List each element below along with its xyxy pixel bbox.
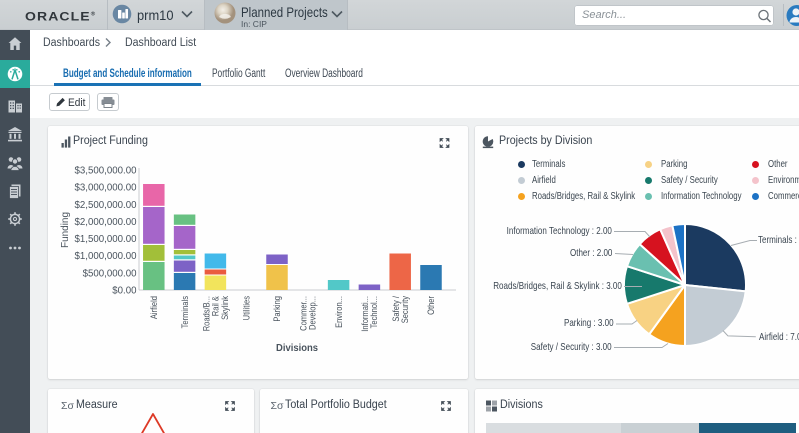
svg-text:Environ...: Environ... bbox=[334, 296, 344, 328]
svg-text:$500,000.00: $500,000.00 bbox=[83, 268, 137, 279]
svg-text:$1,000,000.00: $1,000,000.00 bbox=[75, 251, 137, 262]
svg-text:$0.00: $0.00 bbox=[112, 286, 137, 297]
svg-text:Commer...: Commer... bbox=[298, 296, 308, 331]
svg-text:Airfield: Airfield bbox=[149, 296, 159, 319]
svg-text:Technol...: Technol... bbox=[369, 296, 379, 328]
svg-text:Rail &: Rail & bbox=[211, 296, 221, 316]
svg-text:Terminals: Terminals bbox=[180, 296, 190, 329]
svg-text:Divisions: Divisions bbox=[276, 343, 318, 354]
svg-text:Security: Security bbox=[400, 296, 410, 324]
svg-text:Other: Other bbox=[426, 296, 436, 315]
svg-text:$3,500,000.00: $3,500,000.00 bbox=[75, 166, 137, 177]
svg-text:$2,000,000.00: $2,000,000.00 bbox=[75, 217, 137, 228]
svg-text:$1,500,000.00: $1,500,000.00 bbox=[75, 234, 137, 245]
svg-text:Informati...: Informati... bbox=[360, 296, 370, 332]
svg-text:Develop...: Develop... bbox=[308, 296, 318, 330]
svg-text:$2,500,000.00: $2,500,000.00 bbox=[75, 200, 137, 211]
svg-text:Skylink: Skylink bbox=[220, 296, 230, 320]
svg-text:Safety /: Safety / bbox=[391, 296, 401, 322]
svg-text:Utilities: Utilities bbox=[241, 296, 251, 321]
svg-text:$3,000,000.00: $3,000,000.00 bbox=[75, 183, 137, 194]
svg-text:Parking: Parking bbox=[272, 296, 282, 322]
svg-text:Funding: Funding bbox=[60, 212, 71, 248]
svg-text:Roads/B...: Roads/B... bbox=[201, 296, 211, 331]
